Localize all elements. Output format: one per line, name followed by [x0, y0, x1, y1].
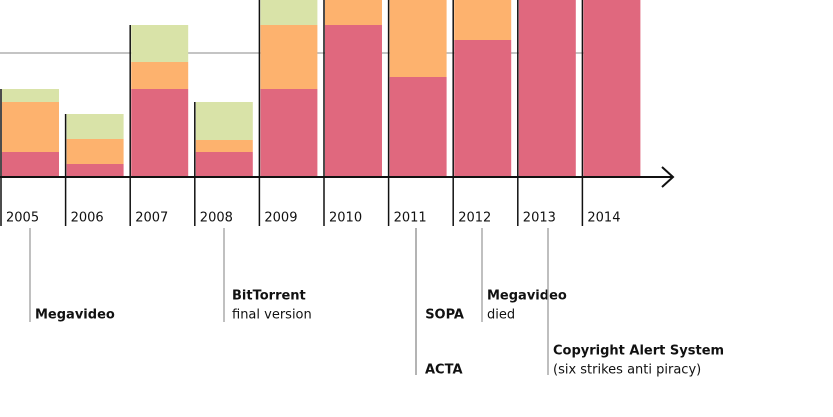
bar-segment [195, 140, 253, 152]
x-tick-label: 2010 [329, 211, 362, 226]
bar-segment [454, 0, 512, 40]
x-tick-label: 2008 [200, 211, 233, 226]
x-tick-label: 2007 [135, 211, 168, 226]
bar-segment [195, 152, 253, 177]
annotation-text: final version [232, 308, 312, 323]
bar-segment [131, 62, 189, 89]
bar-segment [131, 89, 189, 177]
bar-segment [66, 114, 124, 139]
bar-segment [2, 89, 59, 102]
x-tick-label: 2005 [6, 211, 39, 226]
bar-segment [131, 25, 189, 62]
x-tick-label: 2012 [458, 211, 491, 226]
annotation-text: Megavideo [487, 289, 567, 304]
bar-segment [260, 89, 318, 177]
bar-segment [518, 0, 576, 177]
x-tick-label: 2014 [587, 211, 620, 226]
bar-segment [66, 139, 124, 164]
annotation-text: died [487, 308, 515, 323]
bar-segment [66, 164, 124, 177]
bar-segment [583, 0, 641, 177]
annotation-text: ACTA [425, 363, 463, 378]
x-tick-label: 2013 [523, 211, 556, 226]
bar-segment [325, 25, 382, 177]
axis-arrow [661, 166, 675, 188]
annotation-text: Copyright Alert System [553, 344, 724, 359]
bar-segment [325, 0, 382, 25]
x-tick-label: 2011 [394, 211, 427, 226]
bar-segment [260, 25, 318, 89]
annotation-text: SOPA [425, 308, 464, 323]
bar-segment [2, 152, 59, 177]
bar-segment [389, 77, 447, 177]
bar-segment [2, 102, 59, 152]
x-tick-label: 2009 [264, 211, 297, 226]
bar-segment [195, 102, 253, 140]
annotation-text: Megavideo [35, 308, 115, 323]
annotation-text: BitTorrent [232, 289, 306, 304]
x-tick-label: 2006 [71, 211, 104, 226]
bar-segment [454, 40, 512, 177]
bar-segment [260, 0, 318, 25]
bar-segment [389, 0, 447, 77]
annotation-text: (six strikes anti piracy) [553, 363, 701, 378]
